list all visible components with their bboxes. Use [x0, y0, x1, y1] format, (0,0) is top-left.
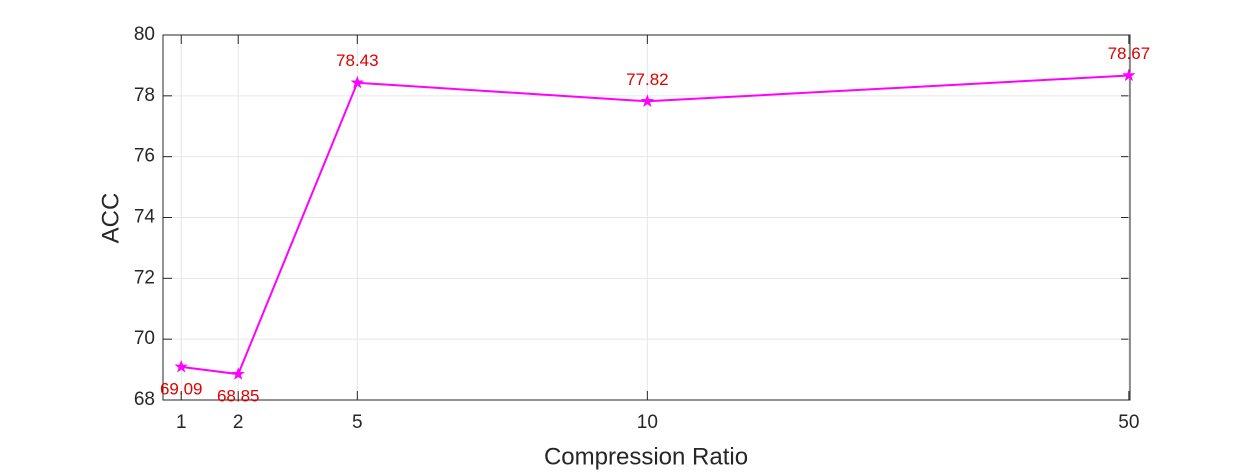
point-marker	[231, 367, 245, 380]
value-label: 78.67	[1108, 44, 1151, 63]
x-tick-label: 2	[233, 412, 244, 433]
y-tick-label: 72	[134, 267, 155, 288]
x-tick-label: 10	[637, 412, 658, 433]
point-marker	[350, 75, 364, 89]
x-tick-label: 1	[176, 412, 187, 433]
y-tick-label: 70	[134, 328, 155, 349]
y-tick-label: 78	[134, 85, 155, 106]
x-axis-label: Compression Ratio	[544, 443, 748, 470]
y-tick-label: 80	[134, 24, 155, 45]
x-tick-label: 50	[1118, 412, 1139, 433]
point-marker	[640, 94, 655, 107]
y-tick-label: 68	[134, 389, 155, 410]
y-tick-label: 76	[134, 146, 155, 167]
value-label: 78.43	[336, 51, 379, 70]
plot-frame	[162, 34, 1131, 401]
x-tick-label: 5	[352, 412, 363, 433]
value-label: 68.85	[217, 387, 260, 406]
value-label: 69.09	[160, 379, 203, 398]
series-line	[181, 74, 1129, 376]
point-marker	[1122, 68, 1136, 82]
y-axis-label: ACC	[97, 193, 124, 244]
point-marker	[174, 359, 188, 373]
value-label: 77.82	[626, 70, 669, 89]
y-tick-label: 74	[134, 207, 156, 228]
